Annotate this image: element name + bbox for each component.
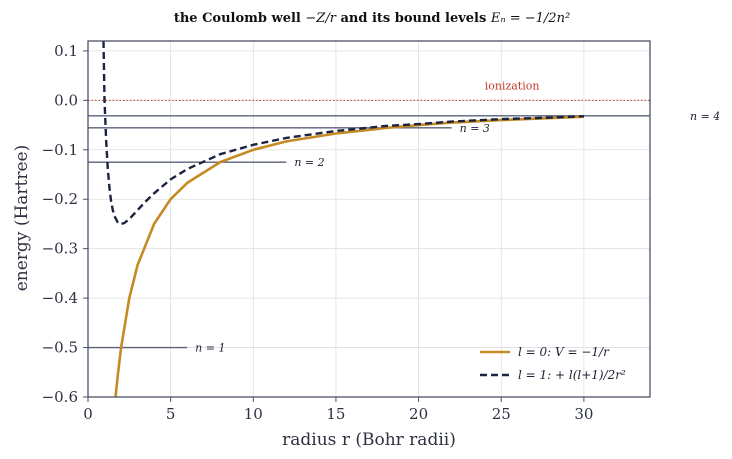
x-tick-label: 20 bbox=[409, 405, 428, 423]
ionization-label: ionization bbox=[485, 79, 540, 92]
x-tick-label: 30 bbox=[574, 405, 593, 423]
y-tick-label: −0.1 bbox=[42, 141, 78, 159]
level-label: n = 1 bbox=[195, 342, 225, 355]
chart-title: the Coulomb well −Z/r and its bound leve… bbox=[174, 11, 570, 26]
y-tick-label: 0.0 bbox=[54, 91, 78, 109]
y-tick-label: 0.1 bbox=[54, 42, 78, 60]
series-layer bbox=[102, 41, 584, 397]
y-tick-label: −0.4 bbox=[42, 289, 78, 307]
x-tick-label: 25 bbox=[492, 405, 511, 423]
x-tick-label: 0 bbox=[83, 405, 93, 423]
legend-label-l1: l = 1: + l(l+1)/2r² bbox=[518, 368, 626, 382]
series-line-l1 bbox=[102, 41, 584, 226]
x-axis-label: radius r (Bohr radii) bbox=[282, 430, 456, 450]
energy-levels: n = 1 n = 2 n = 3 n = 4 bbox=[88, 110, 720, 355]
y-tick-label: −0.2 bbox=[42, 190, 78, 208]
y-tick-label: −0.3 bbox=[42, 240, 78, 258]
legend: l = 0: V = −1/r l = 1: + l(l+1)/2r² bbox=[480, 345, 626, 382]
grid bbox=[87, 41, 650, 398]
y-axis-ticks: 0.1 0.0 −0.1 −0.2 −0.3 −0.4 −0.5 −0.6 bbox=[42, 42, 88, 406]
y-tick-label: −0.5 bbox=[42, 339, 78, 357]
legend-label-l0: l = 0: V = −1/r bbox=[518, 345, 610, 359]
y-tick-label: −0.6 bbox=[42, 388, 78, 406]
x-tick-label: 15 bbox=[326, 405, 345, 423]
x-tick-label: 5 bbox=[166, 405, 176, 423]
plot-frame bbox=[87, 40, 651, 398]
series-line-l0 bbox=[114, 115, 584, 397]
ionization-layer: ionization bbox=[88, 79, 650, 101]
x-tick-label: 10 bbox=[244, 405, 263, 423]
level-label: n = 3 bbox=[460, 122, 490, 135]
level-label: n = 4 bbox=[690, 110, 720, 123]
y-axis-label: energy (Hartree) bbox=[12, 145, 32, 292]
x-axis-ticks: 0 5 10 15 20 25 30 bbox=[83, 397, 593, 423]
level-label: n = 2 bbox=[294, 156, 324, 169]
